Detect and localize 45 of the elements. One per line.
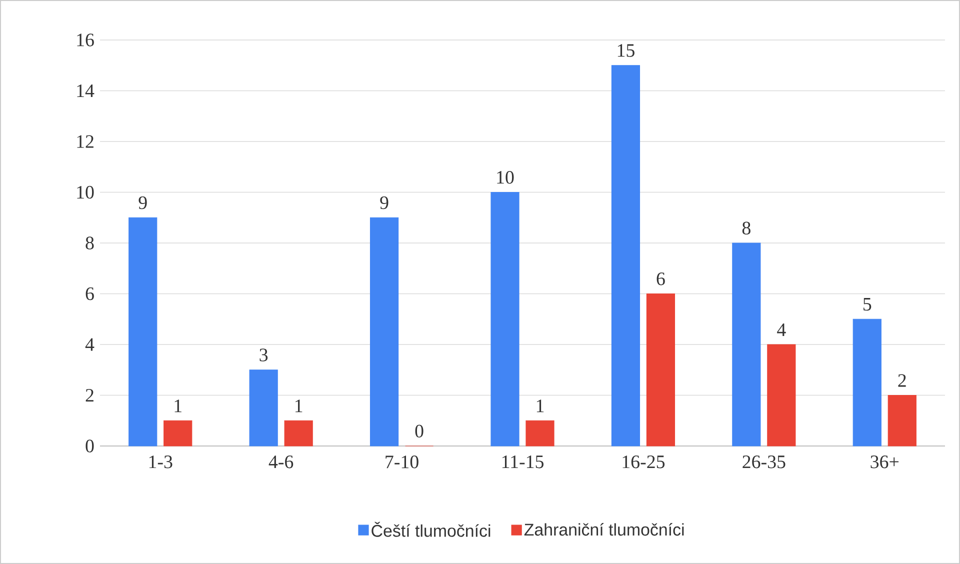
x-tick-label: 4-6 — [268, 456, 294, 468]
data-label: 9 — [380, 196, 388, 210]
legend-label: Čeští tlumočníci — [372, 522, 490, 537]
bar — [646, 293, 676, 446]
y-tick-label: 12 — [77, 135, 94, 148]
data-label: 3 — [260, 348, 268, 362]
y-tick-label: 2 — [86, 388, 94, 402]
legend-label: Zahraniční tlumočníci — [524, 523, 684, 536]
x-tick-label: 36+ — [870, 456, 899, 468]
data-label: 0 — [415, 424, 424, 438]
x-tick-label: 16-25 — [622, 456, 665, 468]
data-label: 1 — [174, 400, 182, 412]
data-label: 10 — [497, 170, 514, 184]
bar — [164, 420, 192, 446]
x-tick-label: 11-15 — [502, 456, 544, 468]
data-label: 5 — [864, 298, 872, 311]
bar — [611, 65, 640, 446]
data-label: 15 — [618, 44, 634, 57]
y-tick-label: 6 — [86, 287, 94, 300]
bar — [370, 217, 399, 446]
data-label: 1 — [295, 400, 302, 412]
x-tick-label: 7-10 — [386, 456, 418, 468]
bar — [888, 394, 916, 446]
y-tick-label: 10 — [77, 186, 94, 199]
y-tick-label: 16 — [77, 34, 94, 46]
data-label: 6 — [656, 272, 665, 286]
y-tick-label: 4 — [85, 338, 94, 351]
y-tick-label: 0 — [86, 440, 94, 452]
x-tick-label: 1-3 — [149, 456, 172, 468]
x-tick-label: 26-35 — [742, 456, 786, 468]
y-tick-label: 8 — [86, 236, 94, 250]
bar — [128, 217, 158, 446]
bar — [732, 242, 761, 446]
data-label: 1 — [536, 400, 544, 412]
bar — [284, 420, 313, 446]
bar — [767, 344, 796, 446]
data-label: 2 — [898, 374, 906, 387]
data-label: 9 — [138, 196, 147, 210]
data-label: 4 — [777, 324, 786, 336]
y-tick-label: 14 — [77, 84, 94, 97]
bar — [249, 370, 278, 446]
bar — [526, 420, 554, 446]
bar — [852, 318, 882, 446]
data-label: 8 — [742, 222, 750, 234]
bar — [490, 192, 520, 446]
